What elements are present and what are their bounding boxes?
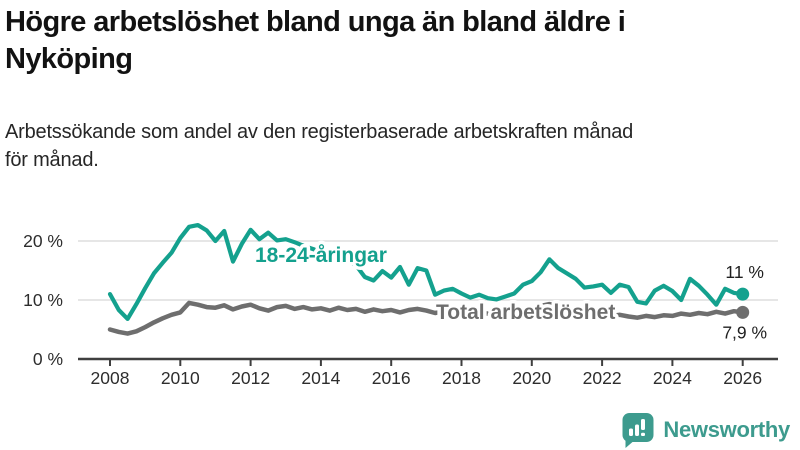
x-tick-label-2010: 2010 xyxy=(161,368,200,388)
end-value-label-young: 11 % xyxy=(725,262,764,282)
x-tick-label-2008: 2008 xyxy=(91,368,130,388)
y-tick-label-20: 20 % xyxy=(23,231,63,251)
end-value-label-total: 7,9 % xyxy=(722,322,767,342)
newsworthy-logo-label: Newsworthy xyxy=(663,417,790,442)
y-tick-label-10: 10 % xyxy=(23,290,63,310)
chart-title-line-1: Högre arbetslöshet bland unga än bland ä… xyxy=(5,6,626,38)
newsworthy-logo-icon xyxy=(622,413,654,448)
end-dot-total xyxy=(736,305,750,319)
chart-subtitle: Arbetssökande som andel av den registerb… xyxy=(5,118,785,174)
x-tick-label-2026: 2026 xyxy=(723,368,762,388)
x-tick-label-2024: 2024 xyxy=(653,368,692,388)
chart-title-line-2: Nyköping xyxy=(5,43,133,75)
series-label-young: 18-24-åringar xyxy=(255,244,387,267)
x-tick-label-2018: 2018 xyxy=(442,368,481,388)
y-tick-label-0: 0 % xyxy=(33,349,63,369)
x-tick-label-2014: 2014 xyxy=(301,368,340,388)
newsworthy-logo[interactable]: Newsworthy xyxy=(621,412,790,448)
chart-title: Högre arbetslöshet bland unga än bland ä… xyxy=(5,4,775,78)
x-tick-label-2022: 2022 xyxy=(583,368,622,388)
series-line-total xyxy=(107,300,745,336)
chart-subtitle-line-1: Arbetssökande som andel av den registerb… xyxy=(5,121,634,143)
end-dot-young xyxy=(736,287,750,301)
x-tick-label-2016: 2016 xyxy=(372,368,411,388)
chart-subtitle-line-2: för månad. xyxy=(5,149,99,171)
x-tick-label-2020: 2020 xyxy=(512,368,551,388)
series-label-total: Total arbetslöshet xyxy=(436,301,615,324)
series-line-young xyxy=(107,223,745,321)
x-tick-label-2012: 2012 xyxy=(231,368,270,388)
